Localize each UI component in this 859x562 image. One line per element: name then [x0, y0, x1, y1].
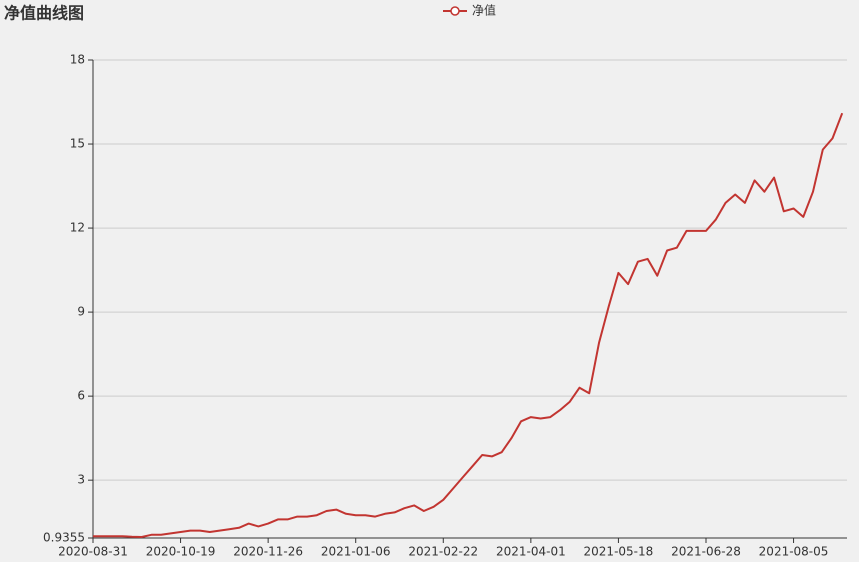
line — [93, 112, 844, 538]
x-tick-label: 2021-08-05 — [759, 545, 829, 559]
x-tick-label: 2021-04-01 — [496, 545, 566, 559]
x-tick-label: 2020-11-26 — [233, 545, 303, 559]
y-tick-label: 15 — [70, 137, 85, 151]
legend-marker[interactable] — [450, 6, 460, 16]
x-tick-label: 2020-10-19 — [146, 545, 216, 559]
y-tick-label: 9 — [77, 305, 85, 319]
y-tick-label: 0.9355 — [43, 531, 85, 545]
x-tick-label: 2020-08-31 — [58, 545, 128, 559]
y-tick-label: 3 — [77, 473, 85, 487]
x-tick-label: 2021-06-28 — [671, 545, 741, 559]
y-tick-label: 18 — [70, 53, 85, 67]
y-tick-label: 12 — [70, 221, 85, 235]
x-tick-label: 2021-01-06 — [321, 545, 391, 559]
chart-title: 净值曲线图 — [4, 4, 84, 23]
x-tick-label: 2021-05-18 — [584, 545, 654, 559]
legend-label[interactable]: 净值 — [472, 3, 496, 18]
x-tick-label: 2021-02-22 — [408, 545, 478, 559]
y-tick-label: 6 — [77, 389, 85, 403]
